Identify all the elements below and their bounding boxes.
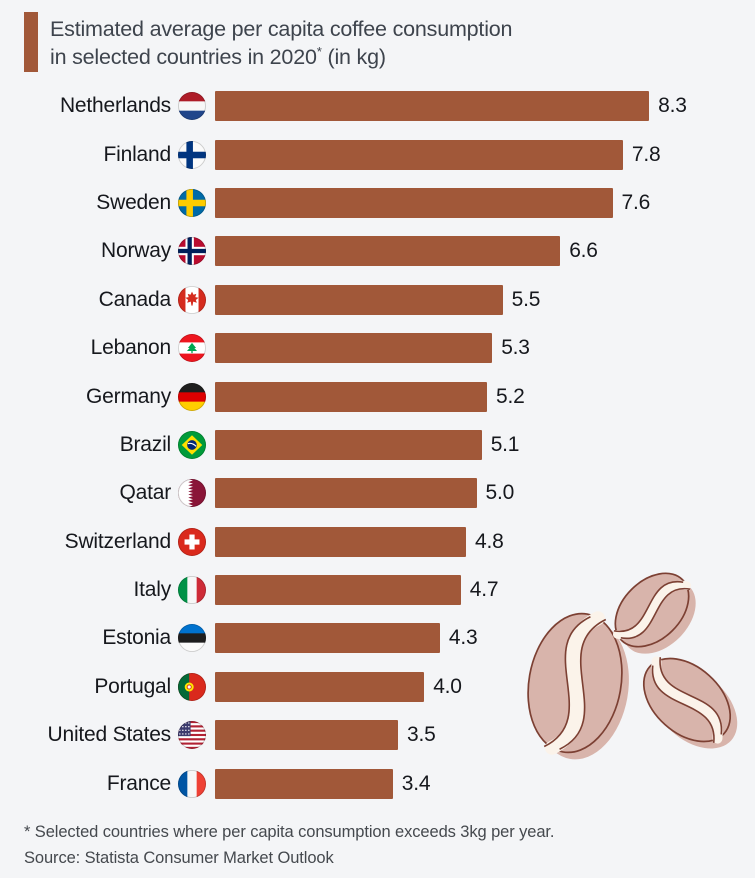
value-label-germany: 5.2 bbox=[496, 384, 525, 408]
chart-row-qatar: Qatar 5.0 bbox=[0, 469, 755, 517]
bar-chart: Netherlands 8.3 Finland 7.8 Sweden 7.6 Norway 6… bbox=[0, 82, 755, 808]
value-label-italy: 4.7 bbox=[469, 578, 499, 602]
value-label-united-states: 3.5 bbox=[407, 723, 436, 747]
country-label-brazil: Brazil bbox=[119, 432, 172, 456]
title-unit: (in kg) bbox=[321, 45, 386, 70]
country-label-qatar: Qatar bbox=[119, 481, 171, 505]
country-label-portugal: Portugal bbox=[94, 674, 171, 698]
switzerland-flag-icon bbox=[178, 527, 206, 556]
country-label-netherlands: Netherlands bbox=[59, 94, 171, 118]
value-label-portugal: 4.0 bbox=[433, 674, 462, 698]
chart-row-estonia: Estonia 4.3 bbox=[0, 614, 755, 662]
title-line-1: Estimated average per capita coffee cons… bbox=[50, 17, 513, 41]
value-label-france: 3.4 bbox=[401, 771, 431, 795]
country-label-france: France bbox=[106, 771, 171, 795]
bar-estonia bbox=[215, 623, 440, 654]
estonia-flag-icon bbox=[178, 624, 206, 653]
brazil-flag-icon bbox=[178, 430, 206, 459]
value-label-finland: 7.8 bbox=[631, 142, 661, 166]
value-label-estonia: 4.3 bbox=[448, 626, 478, 650]
norway-flag-icon bbox=[178, 237, 206, 266]
chart-row-portugal: Portugal 4.0 bbox=[0, 663, 755, 711]
country-label-switzerland: Switzerland bbox=[64, 529, 172, 553]
bar-switzerland bbox=[215, 526, 466, 557]
country-label-finland: Finland bbox=[103, 142, 172, 166]
value-label-qatar: 5.0 bbox=[485, 481, 515, 505]
chart-footer: * Selected countries where per capita co… bbox=[24, 819, 554, 871]
chart-row-france: France 3.4 bbox=[0, 759, 755, 807]
title-line-2: in selected countries in 2020 bbox=[50, 45, 317, 70]
page-title: Estimated average per capita coffee cons… bbox=[50, 15, 512, 72]
country-label-sweden: Sweden bbox=[96, 190, 171, 214]
germany-flag-icon bbox=[178, 382, 206, 411]
footnote: * Selected countries where per capita co… bbox=[24, 823, 555, 841]
chart-row-italy: Italy 4.7 bbox=[0, 566, 755, 614]
netherlands-flag-icon bbox=[178, 92, 206, 121]
value-label-lebanon: 5.3 bbox=[501, 336, 530, 360]
chart-row-germany: Germany 5.2 bbox=[0, 372, 755, 420]
chart-row-lebanon: Lebanon 5.3 bbox=[0, 324, 755, 372]
chart-row-canada: Canada 5.5 bbox=[0, 276, 755, 324]
portugal-flag-icon bbox=[178, 672, 206, 701]
bar-canada bbox=[215, 284, 503, 315]
bar-qatar bbox=[215, 478, 477, 509]
country-label-lebanon: Lebanon bbox=[90, 336, 172, 360]
bar-portugal bbox=[215, 671, 425, 702]
bar-italy bbox=[215, 575, 461, 606]
qatar-flag-icon bbox=[178, 479, 206, 508]
bar-finland bbox=[215, 139, 623, 170]
chart-row-brazil: Brazil 5.1 bbox=[0, 421, 755, 469]
value-label-brazil: 5.1 bbox=[490, 432, 520, 456]
chart-header: Estimated average per capita coffee cons… bbox=[0, 0, 755, 72]
united-states-flag-icon bbox=[178, 721, 206, 750]
value-label-sweden: 7.6 bbox=[621, 190, 651, 214]
bar-sweden bbox=[215, 187, 613, 218]
lebanon-flag-icon bbox=[178, 334, 206, 363]
bar-norway bbox=[215, 236, 561, 267]
france-flag-icon bbox=[178, 769, 206, 798]
accent-bar bbox=[24, 12, 38, 72]
bar-united-states bbox=[215, 720, 398, 751]
chart-row-switzerland: Switzerland 4.8 bbox=[0, 518, 755, 566]
bar-france bbox=[215, 768, 393, 799]
title-asterisk: * bbox=[316, 44, 322, 60]
chart-row-united-states: United States 3.5 bbox=[0, 711, 755, 759]
value-label-switzerland: 4.8 bbox=[475, 529, 504, 553]
country-label-canada: Canada bbox=[98, 287, 172, 311]
country-label-norway: Norway bbox=[101, 239, 171, 263]
value-label-netherlands: 8.3 bbox=[658, 94, 687, 118]
value-label-norway: 6.6 bbox=[569, 239, 598, 263]
country-label-estonia: Estonia bbox=[102, 626, 171, 650]
bar-brazil bbox=[215, 429, 482, 460]
chart-row-sweden: Sweden 7.6 bbox=[0, 179, 755, 227]
country-label-italy: Italy bbox=[133, 578, 171, 602]
chart-row-norway: Norway 6.6 bbox=[0, 227, 755, 275]
chart-row-finland: Finland 7.8 bbox=[0, 130, 755, 178]
country-label-germany: Germany bbox=[86, 384, 171, 408]
value-label-canada: 5.5 bbox=[511, 287, 541, 311]
country-label-united-states: United States bbox=[47, 723, 172, 747]
finland-flag-icon bbox=[178, 140, 206, 169]
bar-netherlands bbox=[215, 91, 650, 122]
bar-lebanon bbox=[215, 333, 493, 364]
bar-germany bbox=[215, 381, 487, 412]
sweden-flag-icon bbox=[178, 188, 206, 217]
italy-flag-icon bbox=[178, 576, 206, 605]
chart-row-netherlands: Netherlands 8.3 bbox=[0, 82, 755, 130]
canada-flag-icon bbox=[178, 285, 206, 314]
source-credit: Source: Statista Consumer Market Outlook bbox=[24, 849, 334, 868]
